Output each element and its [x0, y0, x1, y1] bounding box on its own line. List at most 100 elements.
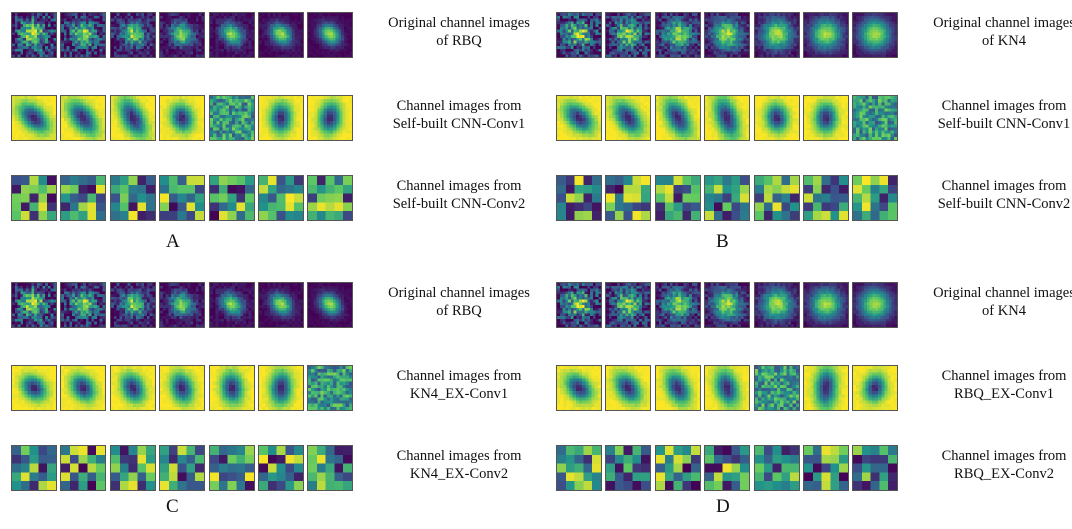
channel-image [159, 282, 205, 328]
caption-line: Original channel images [933, 285, 1072, 301]
channel-image [110, 12, 156, 58]
caption-line: Original channel images [388, 15, 530, 31]
channel-image [605, 175, 651, 221]
channel-image [159, 175, 205, 221]
channel-image [307, 95, 353, 141]
channel-image [60, 95, 106, 141]
channel-image [110, 282, 156, 328]
channel-image [605, 445, 651, 491]
channel-image [655, 95, 701, 141]
caption-line: RBQ_EX-Conv1 [954, 386, 1054, 402]
channel-image [655, 365, 701, 411]
channel-image [852, 12, 898, 58]
channel-image [852, 95, 898, 141]
caption-line: Original channel images [933, 15, 1072, 31]
channel-image [704, 445, 750, 491]
row-caption: Channel images from Self-built CNN-Conv2 [364, 177, 554, 213]
channel-image [60, 282, 106, 328]
channel-image [110, 95, 156, 141]
channel-image [852, 282, 898, 328]
row-caption: Original channel images of RBQ [364, 14, 554, 50]
channel-image [60, 175, 106, 221]
channel-image [803, 175, 849, 221]
caption-line: Channel images from [941, 448, 1067, 464]
caption-line: Channel images from [396, 98, 522, 114]
caption-line: Self-built CNN-Conv1 [937, 116, 1071, 132]
channel-image [110, 445, 156, 491]
channel-image [110, 175, 156, 221]
channel-image [159, 445, 205, 491]
channel-image [209, 365, 255, 411]
channel-image [258, 282, 304, 328]
channel-image [209, 445, 255, 491]
caption-line: of KN4 [982, 303, 1026, 319]
caption-line: Self-built CNN-Conv1 [392, 116, 526, 132]
panel-label: A [166, 231, 180, 252]
channel-image [852, 175, 898, 221]
row-caption: Channel images from RBQ_EX-Conv2 [909, 447, 1072, 483]
channel-image [754, 12, 800, 58]
channel-image [11, 282, 57, 328]
row-caption: Channel images from RBQ_EX-Conv1 [909, 367, 1072, 403]
channel-image [258, 95, 304, 141]
channel-image [605, 365, 651, 411]
channel-image [605, 95, 651, 141]
caption-line: Original channel images [388, 285, 530, 301]
channel-image [209, 282, 255, 328]
caption-line: of KN4 [982, 33, 1026, 49]
channel-image [754, 95, 800, 141]
row-caption: Channel images from KN4_EX-Conv2 [364, 447, 554, 483]
channel-image [704, 365, 750, 411]
channel-image [556, 175, 602, 221]
channel-image [11, 365, 57, 411]
channel-image [11, 95, 57, 141]
caption-line: KN4_EX-Conv2 [409, 466, 509, 482]
channel-image [307, 12, 353, 58]
row-caption: Channel images from KN4_EX-Conv1 [364, 367, 554, 403]
row-caption: Original channel images of KN4 [909, 284, 1072, 320]
channel-image [258, 365, 304, 411]
row-caption: Channel images from Self-built CNN-Conv1 [364, 97, 554, 133]
channel-image [556, 95, 602, 141]
caption-line: Channel images from [396, 368, 522, 384]
panel-label: D [716, 496, 730, 517]
channel-image [556, 282, 602, 328]
caption-line: KN4_EX-Conv1 [409, 386, 509, 402]
channel-image [159, 95, 205, 141]
channel-image [803, 445, 849, 491]
row-caption: Original channel images of KN4 [909, 14, 1072, 50]
channel-image [655, 282, 701, 328]
row-caption: Channel images from Self-built CNN-Conv1 [909, 97, 1072, 133]
channel-image [556, 445, 602, 491]
channel-image [704, 95, 750, 141]
channel-image [307, 175, 353, 221]
channel-image [159, 12, 205, 58]
channel-image [605, 12, 651, 58]
channel-image [258, 12, 304, 58]
channel-image [803, 95, 849, 141]
channel-image [159, 365, 205, 411]
channel-image [307, 445, 353, 491]
channel-image [754, 175, 800, 221]
panel-label: B [716, 231, 729, 252]
channel-image [110, 365, 156, 411]
caption-line: of RBQ [436, 33, 482, 49]
channel-image [704, 282, 750, 328]
channel-image [11, 175, 57, 221]
channel-image [704, 12, 750, 58]
caption-line: Channel images from [941, 178, 1067, 194]
panel-label: C [166, 496, 179, 517]
caption-line: Channel images from [396, 448, 522, 464]
channel-image [754, 445, 800, 491]
channel-image [754, 365, 800, 411]
caption-line: Self-built CNN-Conv2 [937, 196, 1071, 212]
caption-line: of RBQ [436, 303, 482, 319]
channel-image [803, 365, 849, 411]
channel-image [209, 175, 255, 221]
channel-image [655, 175, 701, 221]
caption-line: Channel images from [396, 178, 522, 194]
channel-image [60, 445, 106, 491]
channel-image [852, 445, 898, 491]
channel-image [307, 365, 353, 411]
caption-line: Channel images from [941, 98, 1067, 114]
